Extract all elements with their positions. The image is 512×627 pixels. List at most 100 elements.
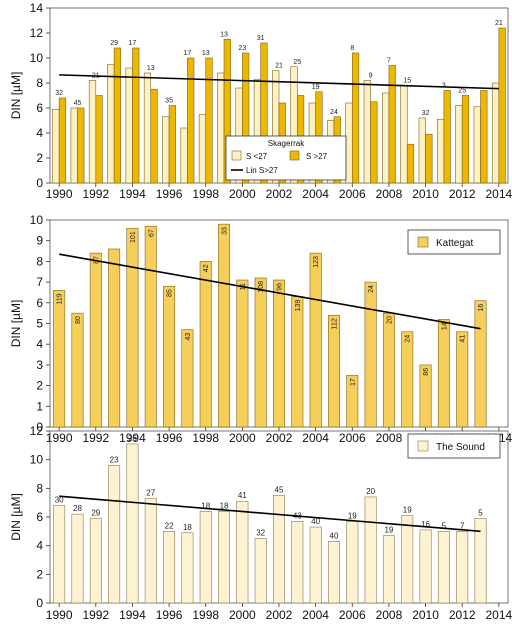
x-tick-label: 2008: [376, 608, 403, 622]
y-tick-label: 8: [36, 254, 43, 268]
data-label: 45: [275, 486, 284, 495]
data-label: 17: [350, 378, 357, 386]
y-tick-label: 8: [36, 76, 43, 90]
bar: [254, 277, 267, 428]
bar-s-gt-27: [150, 88, 158, 184]
bar-s-gt-27: [113, 47, 122, 184]
data-label: 21: [495, 20, 503, 27]
y-axis-label: DIN [µM]: [9, 72, 23, 120]
y-axis-label: DIN [µM]: [9, 300, 23, 348]
legend: The Sound: [407, 433, 501, 459]
bar: [126, 443, 139, 604]
bar-s-gt-27: [242, 52, 250, 184]
x-tick-label: 1994: [119, 187, 146, 201]
legend-entry: Lin S>27: [246, 166, 278, 175]
bar: [89, 252, 102, 428]
data-label: 19: [312, 84, 320, 91]
bar: [108, 248, 121, 428]
data-label: 3: [442, 83, 446, 90]
bar-s-gt-27: [370, 101, 378, 184]
bar: [382, 535, 395, 604]
bar: [346, 520, 359, 604]
data-label: 20: [366, 487, 375, 496]
x-tick-label: 2000: [229, 431, 256, 445]
bar-s-gt-27: [480, 90, 488, 184]
bar: [437, 531, 450, 604]
y-tick-label: 4: [36, 539, 43, 553]
legend-swatch-s-lt-27: [231, 150, 242, 161]
y-tick-label: 6: [36, 510, 43, 524]
data-label: 24: [368, 285, 375, 293]
bar-s-gt-27: [77, 107, 85, 184]
data-label: 7: [460, 521, 465, 530]
data-label: 28: [73, 504, 82, 513]
x-tick-label: 2008: [376, 431, 403, 445]
y-tick-label: 0: [36, 420, 43, 434]
data-label: 33: [222, 227, 229, 235]
bar: [71, 513, 84, 604]
bar: [254, 538, 267, 604]
bar: [126, 227, 139, 428]
data-label: 27: [146, 488, 155, 497]
bar-s-gt-27: [425, 133, 433, 184]
data-label: 23: [110, 455, 119, 464]
bar: [309, 252, 322, 428]
data-label: 80: [75, 316, 82, 324]
data-label: 41: [460, 335, 467, 343]
y-tick-label: 10: [30, 453, 44, 467]
x-tick-label: 2014: [485, 187, 512, 201]
x-tick-label: 1990: [46, 187, 73, 201]
data-label: 13: [147, 65, 155, 72]
data-label: 108: [258, 281, 265, 293]
bar: [273, 495, 285, 604]
bar-s-lt-27: [88, 80, 97, 184]
y-tick-label: 6: [36, 101, 43, 115]
trend-line: [59, 495, 481, 533]
x-tick-label: 1992: [82, 187, 109, 201]
x-tick-label: 2010: [412, 187, 439, 201]
data-label: 17: [184, 50, 192, 57]
bar: [309, 526, 322, 604]
bar-s-lt-27: [491, 82, 500, 184]
data-label: 5: [478, 508, 483, 517]
bar: [144, 498, 157, 604]
y-tick-label: 2: [36, 379, 43, 393]
data-label: 35: [165, 98, 173, 105]
legend-entry: S <27: [246, 152, 268, 161]
x-tick-label: 1994: [119, 431, 146, 445]
x-tick-label: 2006: [339, 431, 366, 445]
data-label: 29: [91, 508, 100, 517]
bar-s-gt-27: [498, 27, 506, 184]
x-tick-label: 1990: [46, 608, 73, 622]
x-tick-label: 2010: [412, 608, 439, 622]
bar-s-lt-27: [473, 106, 481, 184]
bar: [456, 331, 469, 428]
data-label: 96: [277, 283, 284, 291]
bar: [53, 505, 66, 604]
bar: [218, 223, 231, 428]
bar-s-gt-27: [388, 65, 396, 184]
bar: [236, 279, 249, 428]
bar: [382, 312, 395, 428]
bar: [474, 300, 487, 428]
bar-s-lt-27: [345, 102, 353, 184]
data-label: 5: [442, 521, 447, 530]
data-label: 139: [295, 299, 302, 311]
data-label: 13: [202, 50, 210, 57]
bar-s-lt-27: [180, 127, 188, 184]
bar: [419, 529, 432, 604]
bar: [401, 331, 414, 428]
bar-s-lt-27: [143, 72, 152, 184]
y-tick-label: 3: [36, 358, 43, 372]
y-axis-label: DIN [µM]: [9, 493, 23, 541]
x-tick-label: 2014: [485, 608, 512, 622]
x-tick-label: 1998: [192, 608, 219, 622]
y-tick-label: 4: [36, 126, 43, 140]
bar-s-gt-27: [260, 42, 268, 184]
data-label: 30: [55, 496, 64, 505]
data-label: 101: [130, 231, 137, 243]
legend-entry: Kattegat: [436, 238, 473, 249]
bar-s-lt-27: [382, 92, 390, 184]
bar: [144, 225, 157, 428]
